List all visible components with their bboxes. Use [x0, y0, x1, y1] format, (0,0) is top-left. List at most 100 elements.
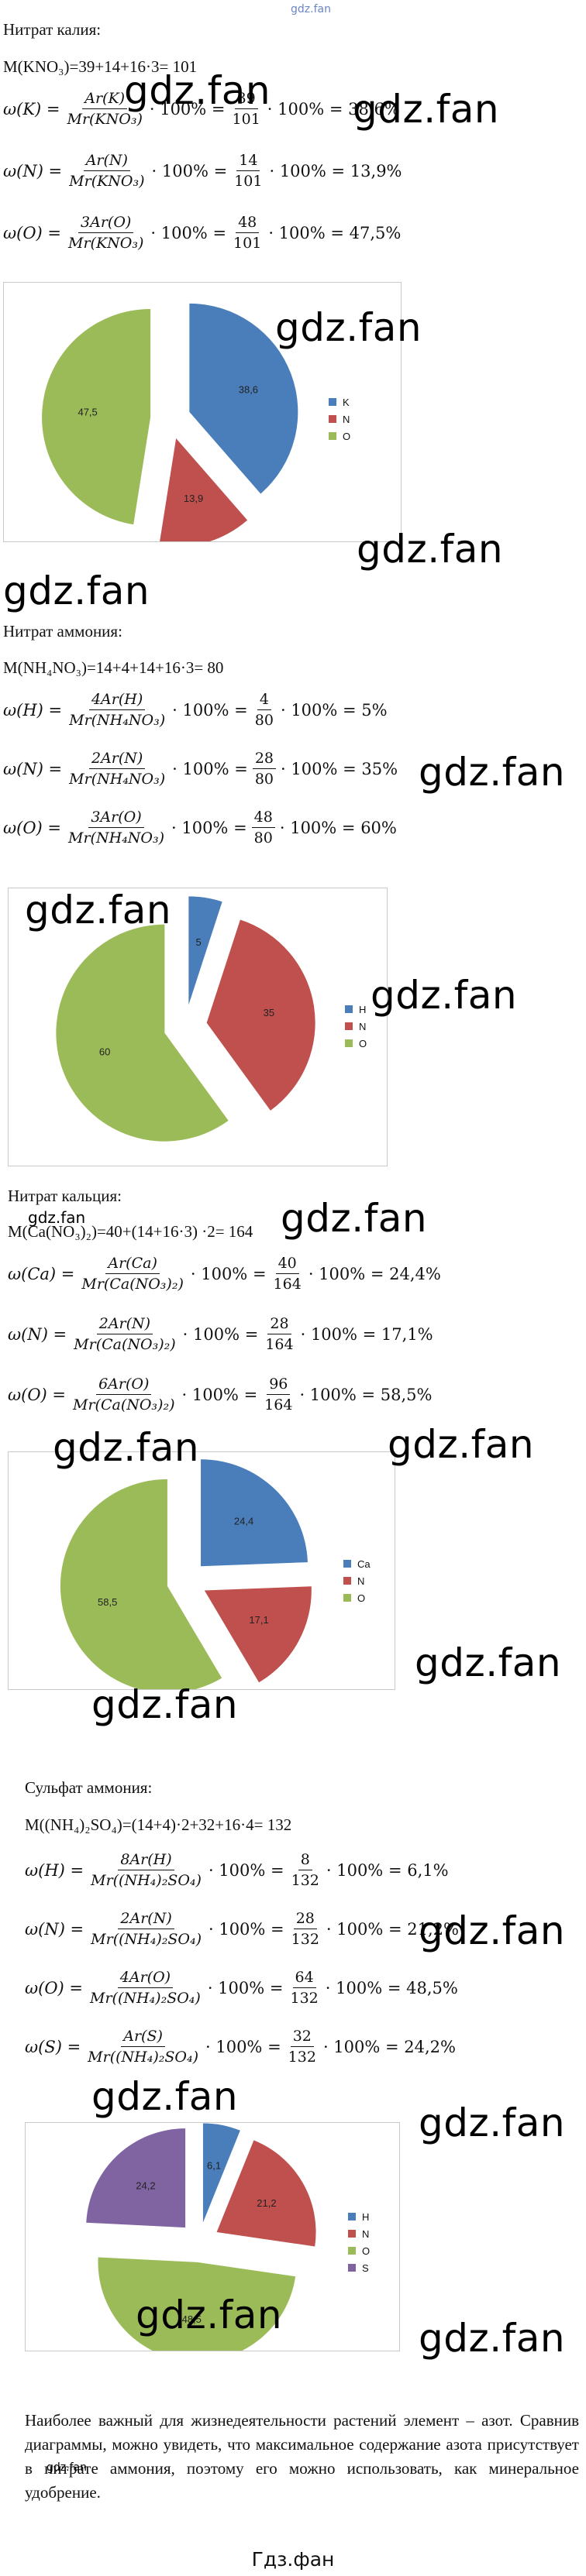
pie-slice-n [204, 1586, 312, 1683]
section-heading-ca-no3-2: Нитрат кальция: [8, 1187, 122, 1205]
fraction-numerator: 40 [275, 1255, 299, 1274]
fraction-numerator: 64 [292, 1969, 316, 1988]
legend-item: H [348, 2208, 370, 2225]
pie-slice-o [56, 924, 229, 1142]
legend-swatch [329, 398, 336, 406]
pie-data-label: 60 [99, 1046, 110, 1058]
legend-label: O [359, 1037, 367, 1049]
fraction: 8Ar(H) Mr((NH₄)₂SO₄) [88, 1851, 204, 1889]
section-heading-nh4no3: Нитрат аммония: [3, 622, 122, 641]
fraction: 14 101 [232, 152, 264, 190]
formula-lhs: ω(O) = [3, 223, 61, 242]
fraction-denominator: Mr(Ca(NO₃)₂) [81, 1276, 184, 1293]
pie-svg: 38,6 13,9 47,5 [42, 303, 298, 541]
fraction-denominator: 164 [273, 1276, 302, 1293]
legend-label: O [357, 1592, 366, 1604]
molar-mass-kno3: M(KNO₃)=39+14+16·3= 101 [3, 57, 198, 76]
watermark: gdz.fan [91, 1682, 239, 1727]
fraction-denominator: 132 [291, 1872, 319, 1889]
fraction-denominator: Mr(Ca(NO₃)₂) [73, 1396, 175, 1413]
formula-mid: · 100% = [172, 759, 248, 778]
fraction: 2Ar(N) Mr(Ca(NO₃)₂) [71, 1315, 178, 1353]
pie-slice-h [188, 896, 222, 1005]
legend-label: H [359, 1003, 367, 1015]
formula-row: ω(O) = 3Ar(O) Mr(NH₄NO₃) · 100% = 48 80 · … [3, 809, 397, 847]
formula-result: · 100% = 6,1% [326, 1860, 449, 1880]
formula-result: · 100% = 21,2% [326, 1919, 459, 1939]
formula-mid: · 100% = [149, 99, 226, 118]
pie-slice-n [206, 919, 315, 1111]
pie-data-label: 35 [264, 1007, 274, 1018]
fraction: 32 132 [286, 2028, 319, 2066]
legend-label: N [359, 1020, 367, 1032]
watermark: gdz.fan [47, 2461, 87, 2474]
molar-mass-ca-no3-2: M(Ca(NO₃)₂)=40+(14+16·3) ·2= 164 [8, 1222, 253, 1241]
pie-slice-s [86, 2128, 186, 2228]
legend-swatch [348, 2213, 356, 2221]
fraction-numerator: 28 [293, 1910, 317, 1929]
fraction-denominator: 164 [264, 1396, 293, 1413]
legend-label: N [357, 1575, 365, 1587]
fraction: 48 80 [251, 809, 275, 847]
legend-swatch [329, 432, 336, 440]
watermark: gdz.fan [53, 1425, 200, 1470]
fraction-denominator: 132 [288, 2049, 316, 2066]
fraction-numerator: Ar(K) [82, 90, 128, 109]
fraction: 8 132 [289, 1851, 322, 1889]
watermark: gdz.fan [275, 305, 422, 350]
conclusion-paragraph: Наиболее важный для жизнедеятельности ра… [25, 2411, 579, 2502]
legend-swatch [329, 415, 336, 423]
legend-swatch [345, 1005, 353, 1013]
fraction-numerator: Ar(N) [83, 152, 130, 171]
fraction-denominator: 164 [265, 1336, 294, 1353]
fraction-numerator: Ar(S) [121, 2028, 165, 2047]
formula-mid: · 100% = [208, 1860, 284, 1880]
formula-lhs: ω(O) = [3, 818, 61, 837]
formula-row: ω(N) = 2Ar(N) Mr((NH₄)₂SO₄) · 100% = 28 13… [25, 1910, 459, 1948]
formula-lhs: ω(O) = [8, 1385, 66, 1404]
pie-chart-nh4-2so4: 6,1 21,2 48,5 24,2 H N O S [25, 2122, 400, 2351]
formula-result: · 100% = 17,1% [300, 1324, 433, 1344]
fraction: 4Ar(H) Mr(NH₄NO₃) [67, 691, 167, 729]
fraction: 28 80 [252, 750, 277, 788]
fraction-denominator: 80 [253, 829, 273, 847]
pie-data-label: 5 [195, 936, 201, 948]
fraction: 4Ar(O) Mr((NH₄)₂SO₄) [88, 1969, 203, 2007]
formula-lhs: ω(Ca) = [8, 1264, 75, 1283]
molar-mass-nh4no3: M(NH₄NO₃)=14+4+14+16·3= 80 [3, 658, 224, 677]
fraction-numerator: 48 [251, 809, 275, 828]
formula-lhs: ω(H) = [25, 1860, 84, 1880]
pie-data-label: 21,2 [257, 2197, 276, 2209]
legend-swatch [348, 2264, 356, 2272]
formula-lhs: ω(S) = [25, 2037, 81, 2056]
legend-item: H [345, 1001, 367, 1018]
watermark: gdz.fan [419, 1908, 566, 1953]
fraction-denominator: 132 [291, 1931, 319, 1948]
fraction-numerator: 2Ar(N) [88, 750, 146, 769]
legend-item: Ca [343, 1555, 371, 1572]
fraction: 3Ar(O) Mr(KNO₃) [66, 214, 146, 252]
formula-row: ω(N) = 2Ar(N) Mr(NH₄NO₃) · 100% = 28 80 · … [3, 750, 398, 788]
section-heading-kno3: Нитрат калия: [3, 20, 102, 39]
fraction: 28 132 [289, 1910, 322, 1948]
pie-data-label: 58,5 [98, 1596, 117, 1608]
legend-item: N [329, 410, 350, 428]
fraction-denominator: Mr((NH₄)₂SO₄) [91, 1872, 202, 1889]
watermark: gdz.fan [419, 2316, 566, 2361]
pie-chart-kno3: 38,6 13,9 47,5 K N O [3, 282, 402, 542]
legend-swatch [343, 1577, 351, 1585]
formula-lhs: ω(N) = [3, 161, 63, 180]
fraction: 64 132 [288, 1969, 321, 2007]
legend-label: Ca [357, 1558, 371, 1570]
pie-data-label: 24,4 [234, 1516, 253, 1527]
pie-data-label: 17,1 [249, 1614, 268, 1626]
formula-result: · 100% = 58,5% [299, 1385, 433, 1404]
watermark: gdz.fan [353, 87, 500, 132]
fraction-denominator: Mr(KNO₃) [67, 111, 143, 128]
formula-mid: · 100% = [150, 223, 227, 242]
watermark: gdz.fan [91, 2074, 239, 2119]
pie-legend: Ca N O [343, 1555, 371, 1606]
formula-row: ω(O) = 4Ar(O) Mr((NH₄)₂SO₄) · 100% = 64 13… [25, 1969, 458, 2007]
legend-swatch [348, 2247, 356, 2255]
